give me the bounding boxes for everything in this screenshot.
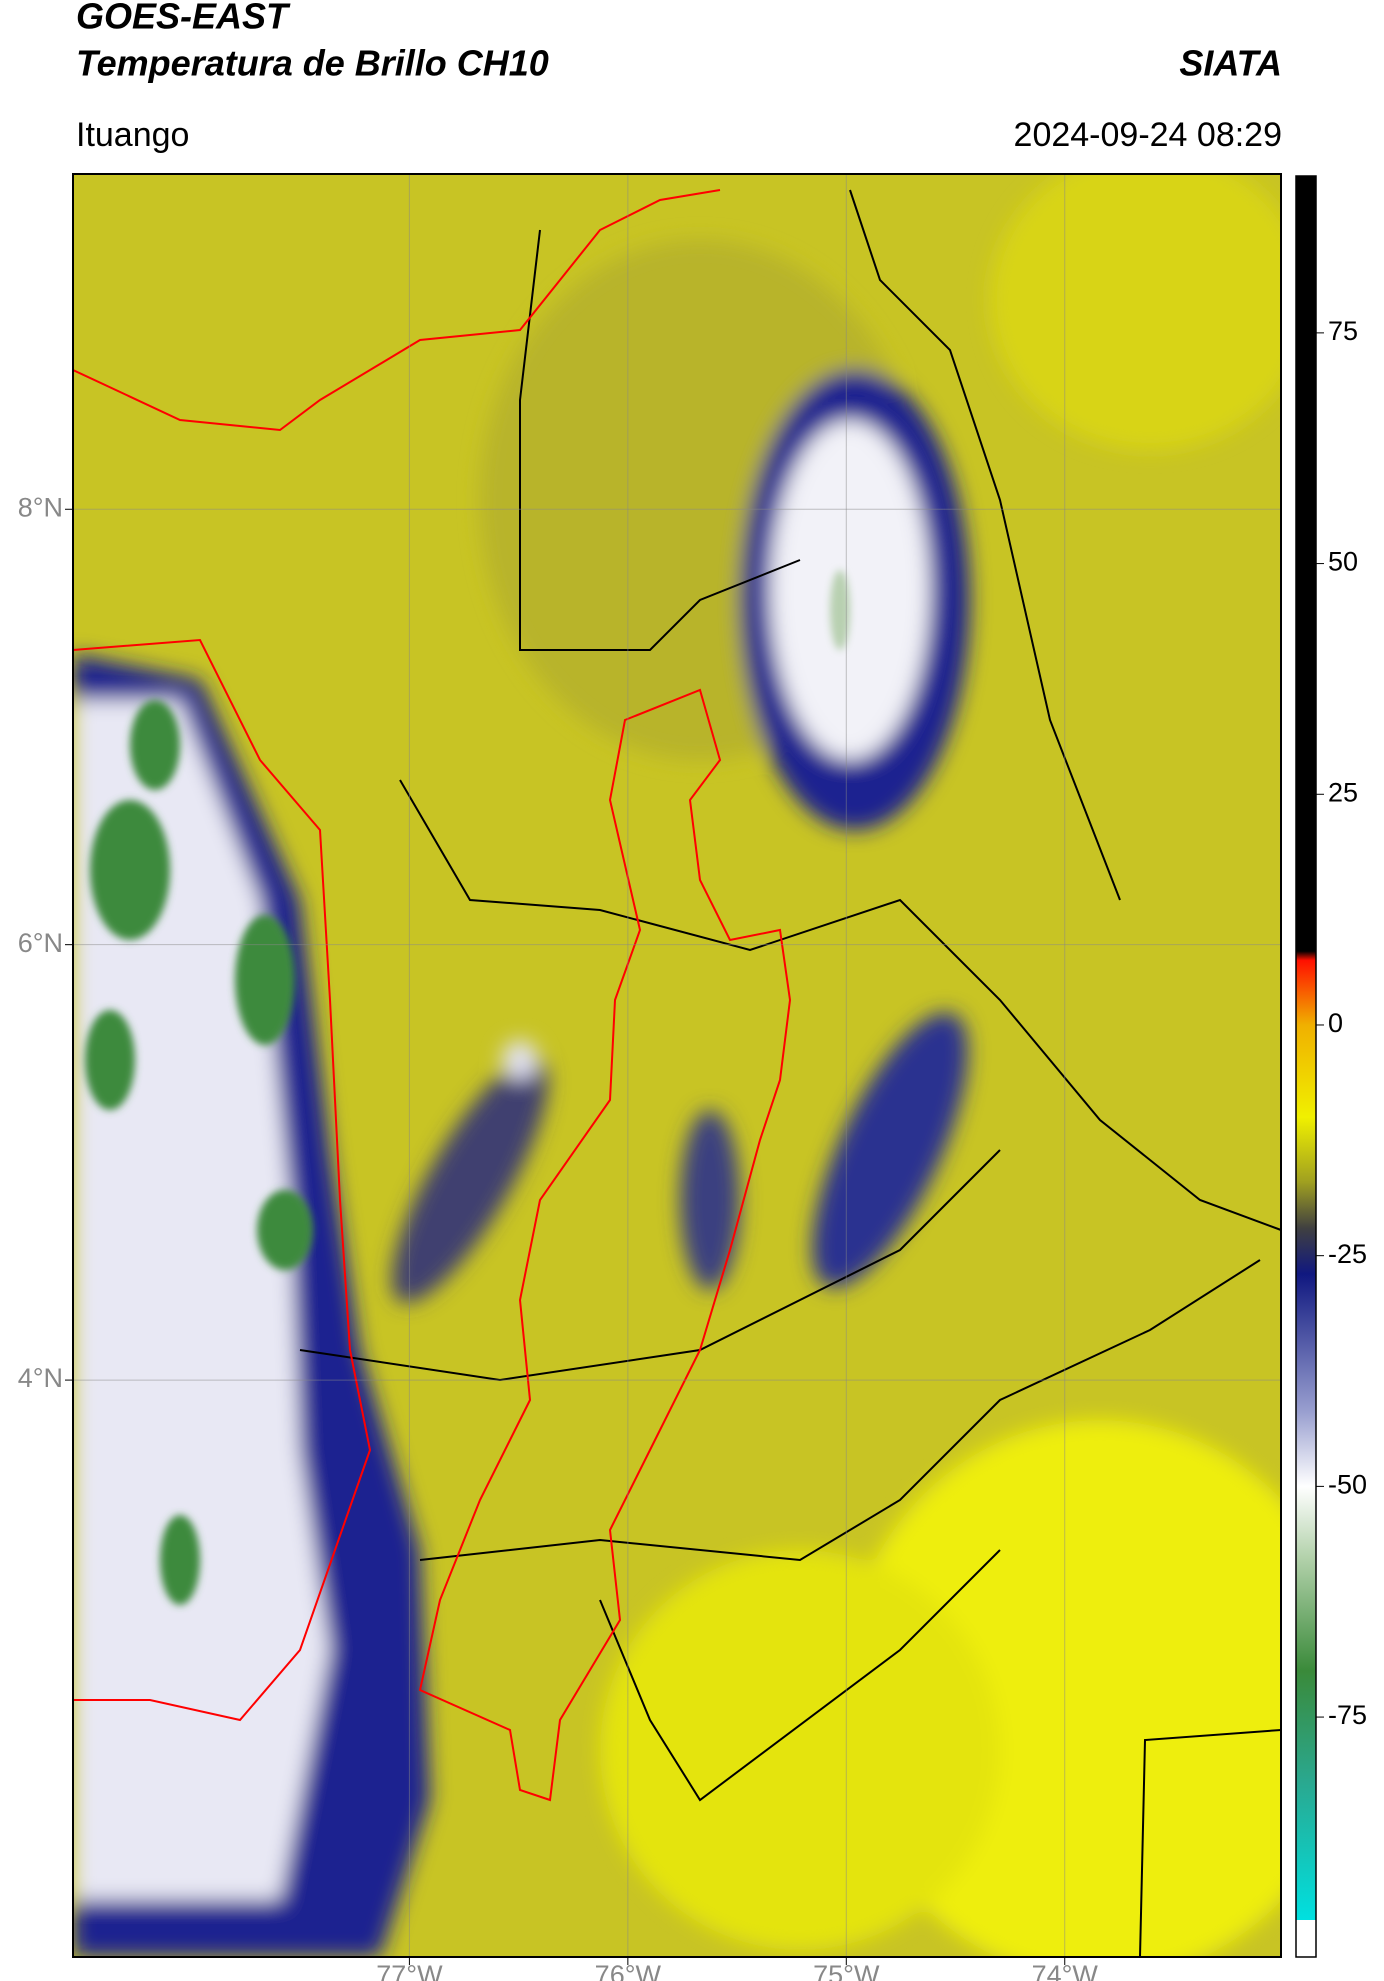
colorbar-tick-label: 0 — [1328, 1008, 1343, 1038]
x-tick-label: 74°W — [1032, 1960, 1099, 1981]
y-tick-label: 6°N — [18, 928, 63, 958]
title: Temperatura de Brillo CH10 — [76, 43, 549, 84]
map-frame — [72, 173, 1282, 1958]
y-tick-label: 8°N — [18, 492, 63, 522]
location: Ituango — [76, 116, 189, 154]
colorbar — [1295, 175, 1317, 1958]
title: GOES-EAST — [76, 0, 291, 37]
y-tick-label: 4°N — [18, 1363, 63, 1393]
colorbar-tick-label: -75 — [1328, 1700, 1367, 1730]
datetime: 2024-09-24 08:29 — [1014, 116, 1282, 154]
x-tick-label: 77°W — [376, 1960, 443, 1981]
x-tick-label: 76°W — [595, 1960, 662, 1981]
satellite-image — [73, 174, 1281, 1957]
colorbar-tick-label: -50 — [1328, 1469, 1367, 1499]
x-tick-label: 75°W — [813, 1960, 880, 1981]
colorbar-tick-label: -25 — [1328, 1239, 1367, 1269]
colorbar-tick-label: 75 — [1328, 316, 1358, 346]
source: SIATA — [1179, 43, 1282, 84]
colorbar-tick-label: 50 — [1328, 547, 1358, 577]
colorbar-tick-label: 25 — [1328, 777, 1358, 807]
